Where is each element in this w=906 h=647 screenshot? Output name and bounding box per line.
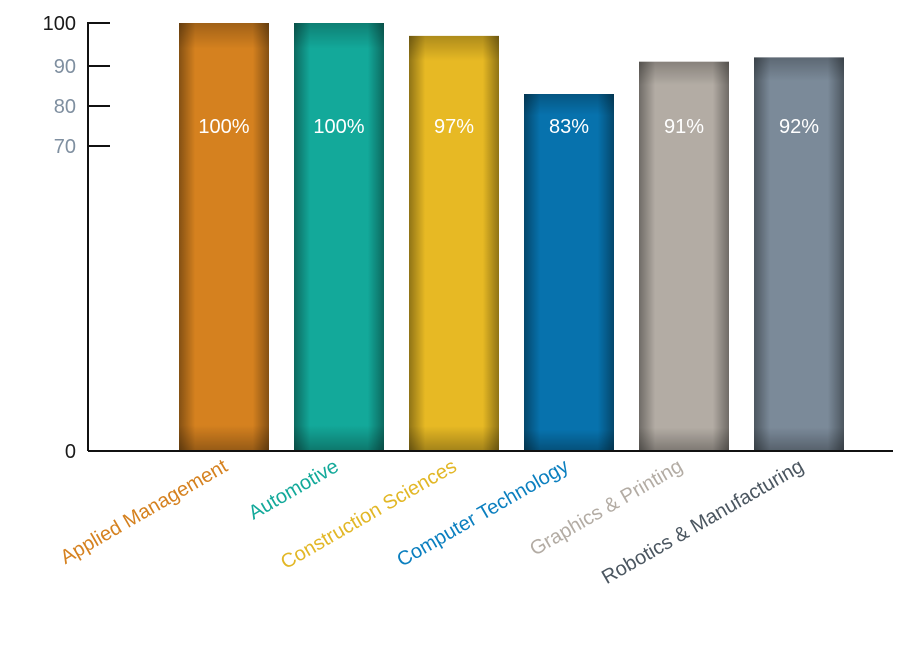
bar-shade-0 bbox=[179, 23, 269, 451]
x-category-label: Robotics & Manufacturing bbox=[598, 455, 807, 589]
labels-group: Applied Management AutomotiveConstruction… bbox=[57, 455, 808, 589]
bar-shade-2 bbox=[409, 35, 499, 452]
bar-value-label: 83% bbox=[549, 116, 589, 138]
bar-shade-3 bbox=[524, 94, 614, 451]
bar-value-label: 92% bbox=[779, 116, 819, 138]
y-tick-label: 90 bbox=[54, 56, 76, 78]
y-tick-label: 0 bbox=[65, 441, 76, 463]
axis-group: 0 70 80 90 100 bbox=[43, 13, 893, 463]
y-tick-label: 100 bbox=[43, 13, 76, 35]
bar-value-label: 97% bbox=[434, 116, 474, 138]
y-tick-label: 70 bbox=[54, 136, 76, 158]
y-tick-label: 80 bbox=[54, 96, 76, 118]
bar-value-label: 91% bbox=[664, 116, 704, 138]
bar-shade-5 bbox=[754, 57, 844, 452]
bar-shade-1 bbox=[294, 23, 384, 451]
x-category-label: Applied Management bbox=[57, 455, 232, 569]
x-category-label: Automotive bbox=[245, 455, 343, 524]
bar-shade-4 bbox=[639, 61, 729, 451]
bar-value-label: 100% bbox=[198, 116, 249, 138]
bar-value-label: 100% bbox=[313, 116, 364, 138]
bars-group: 100% 100% 97% 83% 91% 92% bbox=[179, 23, 844, 452]
